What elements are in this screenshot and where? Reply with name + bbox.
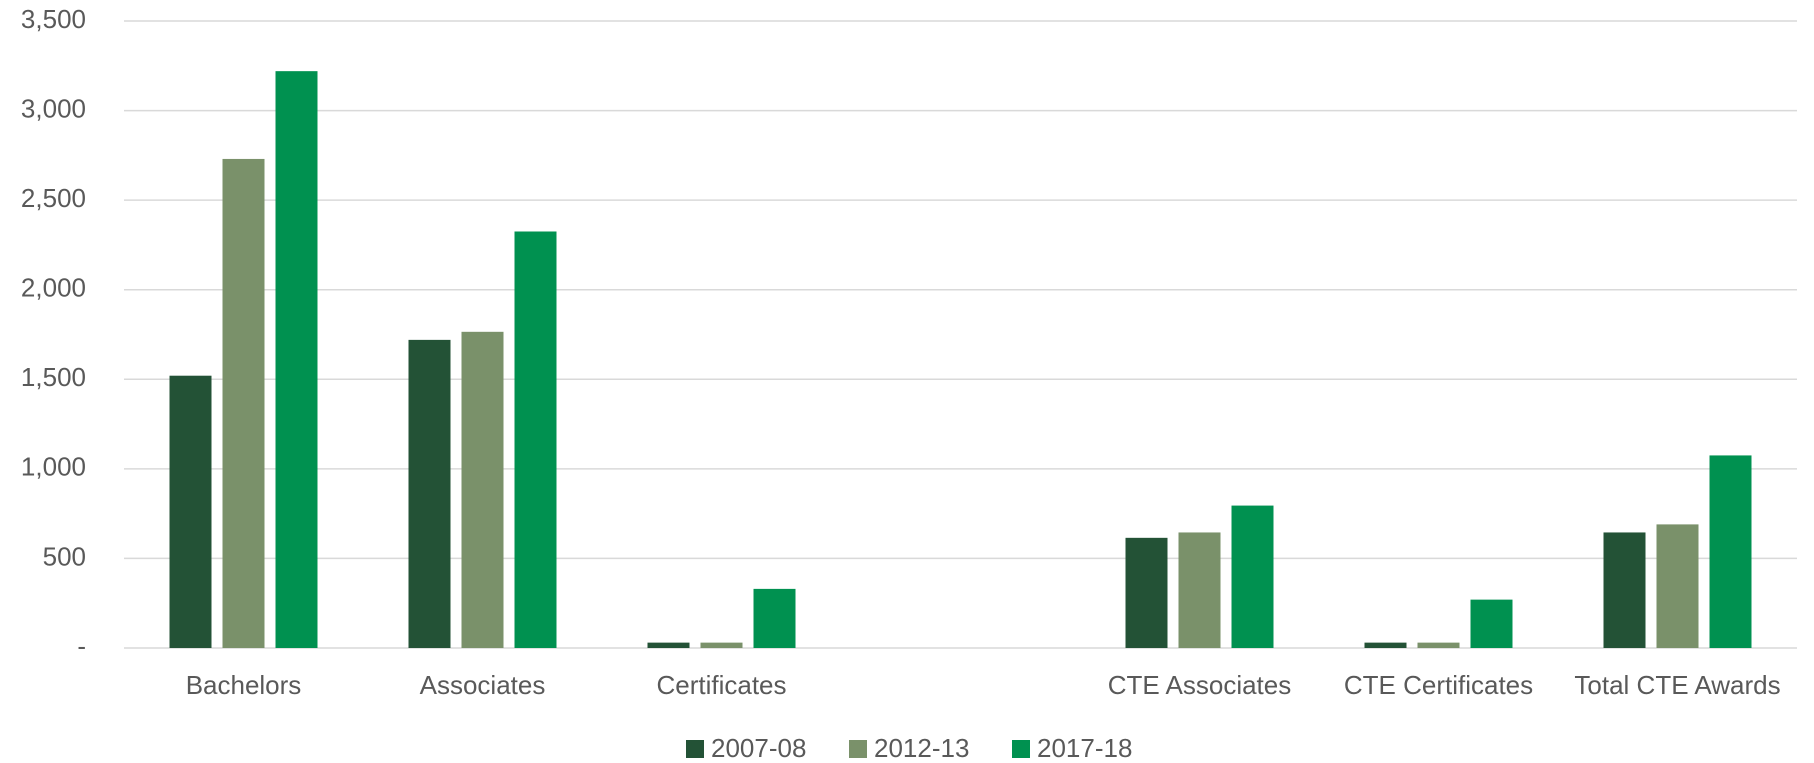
bar [1656,524,1699,648]
bar [753,588,796,648]
bar [461,331,504,648]
y-tick-label: 3,500 [21,4,86,34]
bar [1125,537,1168,648]
x-tick-label: Bachelors [186,670,302,700]
legend-swatch [849,740,867,758]
x-tick-label: CTE Certificates [1344,670,1533,700]
y-tick-label: 3,000 [21,93,86,123]
bar [1364,642,1407,648]
bar [700,642,743,648]
y-tick-label: 1,500 [21,362,86,392]
legend-label: 2007-08 [711,733,806,763]
y-tick-label: 2,000 [21,273,86,303]
x-tick-label: Total CTE Awards [1574,670,1780,700]
bar [647,642,690,648]
y-tick-label: - [77,631,86,661]
bar [169,375,212,648]
bar [222,158,265,648]
x-tick-label: Certificates [656,670,786,700]
legend-swatch [1012,740,1030,758]
x-tick-label: CTE Associates [1108,670,1292,700]
legend-label: 2012-13 [874,733,969,763]
bar [408,339,451,648]
bar [1178,532,1221,648]
bar [275,71,318,648]
y-tick-label: 2,500 [21,183,86,213]
y-tick-label: 500 [43,541,86,571]
y-tick-label: 1,000 [21,452,86,482]
x-tick-label: Associates [420,670,546,700]
bar [514,231,557,648]
bar [1417,642,1460,648]
legend-swatch [686,740,704,758]
bar [1603,532,1646,648]
legend-label: 2017-18 [1037,733,1132,763]
bar [1231,505,1274,648]
bar [1470,599,1513,648]
bar [1709,455,1752,648]
